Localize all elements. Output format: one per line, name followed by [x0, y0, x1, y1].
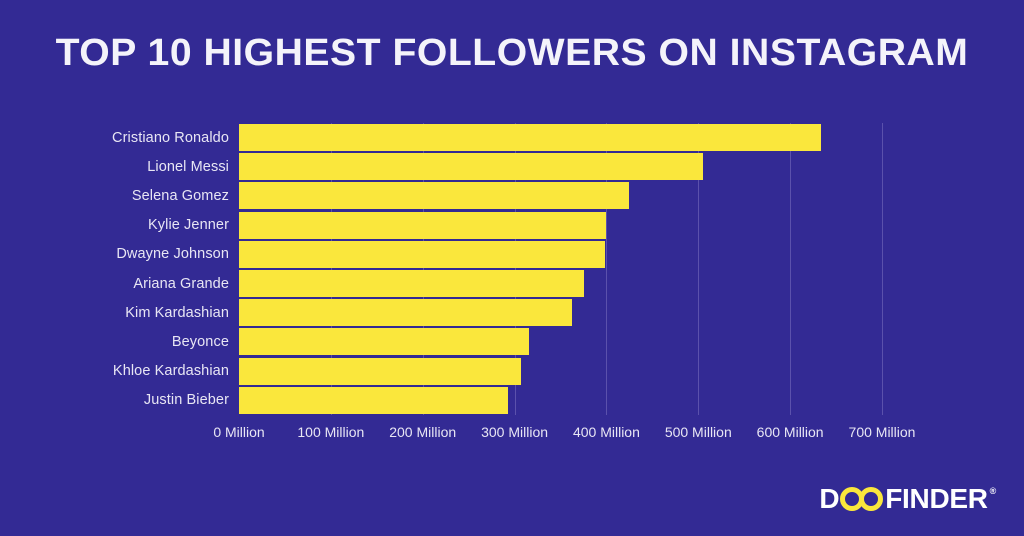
- gridline-400: [606, 123, 608, 415]
- bar-row: Lionel Messi: [0, 152, 1024, 181]
- gridline-300: [514, 123, 516, 415]
- gridline-500: [698, 123, 700, 415]
- bar-category-label: Kim Kardashian: [125, 304, 229, 321]
- bar-category-label: Cristiano Ronaldo: [112, 129, 229, 146]
- bar: [239, 153, 703, 181]
- bar: [239, 269, 585, 297]
- bar-category-label: Khloe Kardashian: [112, 363, 229, 380]
- x-tick-label: 0 Million: [213, 424, 265, 440]
- gridline-200: [422, 123, 424, 415]
- bar-category-label: Ariana Grande: [133, 275, 229, 292]
- x-tick-label: 700 Million: [848, 424, 916, 440]
- x-tick-label: 300 Million: [481, 424, 549, 440]
- bar: [239, 328, 530, 356]
- bar-row: Dwayne Johnson: [0, 240, 1024, 269]
- bar: [239, 299, 572, 327]
- bar-rows: Cristiano Ronaldo Lionel Messi Selena Gome…: [0, 123, 1024, 415]
- bar: [239, 211, 607, 239]
- page-title: TOP 10 HIGHEST FOLLOWERS ON INSTAGRAM: [55, 32, 969, 74]
- bar-row: Khloe Kardashian: [0, 357, 1024, 386]
- bar-row: Ariana Grande: [0, 269, 1024, 298]
- doofinder-logo[interactable]: D FINDER ®: [819, 484, 996, 514]
- bar-category-label: Beyonce: [171, 333, 229, 350]
- x-tick-label: 100 Million: [297, 424, 365, 440]
- bar-category-label: Selena Gomez: [131, 187, 229, 204]
- x-tick-label: 200 Million: [389, 424, 457, 440]
- bar-row: Kylie Jenner: [0, 211, 1024, 240]
- bar-category-label: Dwayne Johnson: [116, 246, 229, 263]
- bar-row: Selena Gomez: [0, 181, 1024, 210]
- gridline-700: [882, 123, 883, 415]
- bar: [239, 124, 822, 151]
- registered-trademark-icon: ®: [989, 486, 997, 496]
- x-tick-label: 500 Million: [664, 424, 732, 440]
- bar-row: Beyonce: [0, 327, 1024, 356]
- bar-row: Cristiano Ronaldo: [0, 123, 1024, 152]
- logo-text-finder: FINDER: [885, 483, 988, 514]
- bar: [239, 357, 521, 385]
- gridline-100: [330, 123, 332, 415]
- bar-category-label: Lionel Messi: [147, 158, 229, 175]
- bar: [239, 386, 509, 414]
- bar-category-label: Kylie Jenner: [148, 217, 229, 234]
- x-tick-label: 600 Million: [756, 424, 824, 440]
- plot-area: [239, 123, 883, 415]
- bar: [239, 240, 605, 268]
- gridline-600: [790, 123, 792, 415]
- x-tick-label: 400 Million: [572, 424, 640, 440]
- bar-category-label: Justin Bieber: [143, 392, 229, 409]
- bar-row: Kim Kardashian: [0, 298, 1024, 327]
- logo-text-d: D: [819, 483, 840, 514]
- logo-oo-icon: [840, 487, 884, 511]
- bar-row: Justin Bieber: [0, 386, 1024, 415]
- x-axis-ticks: 0 Million 100 Million 200 Million 300 Milli…: [0, 424, 1024, 446]
- logo-wordmark: D FINDER ®: [819, 485, 996, 513]
- bar: [239, 182, 630, 210]
